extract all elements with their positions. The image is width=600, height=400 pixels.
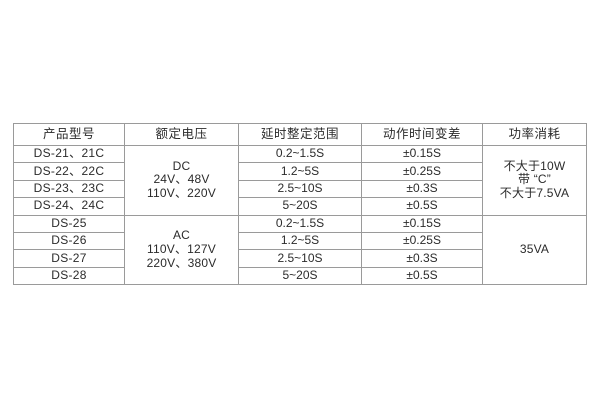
table-row: DS-28 5~20S ±0.5S <box>13 266 587 286</box>
column-header-power-consumption: 功率消耗 <box>482 123 587 146</box>
cell-delay-range: 0.2~1.5S <box>238 214 362 233</box>
column-header-time-variance: 动作时间变差 <box>361 123 483 146</box>
cell-time-variance: ±0.5S <box>361 197 483 216</box>
cell-time-variance: ±0.3S <box>361 179 483 199</box>
table-row: DS-23、23C 2.5~10S ±0.3S <box>13 179 587 199</box>
column-header-rated-voltage: 额定电压 <box>124 123 239 146</box>
table-row: DS-25 AC 110V、127V 220V、380V 0.2~1.5S ±0… <box>13 214 587 286</box>
cell-delay-range: 1.2~5S <box>238 231 362 251</box>
cell-power-consumption-ac: 35VA <box>482 214 587 286</box>
column-header-product-model: 产品型号 <box>13 123 125 146</box>
cell-time-variance: ±0.5S <box>361 266 483 286</box>
cell-delay-range: 5~20S <box>238 197 362 216</box>
cell-delay-range: 0.2~1.5S <box>238 144 362 164</box>
cell-time-variance: ±0.3S <box>361 249 483 268</box>
column-header-delay-range: 延时整定范围 <box>238 123 362 146</box>
cell-time-variance: ±0.15S <box>361 144 483 164</box>
table-row: DS-22、22C 1.2~5S ±0.25S <box>13 162 587 181</box>
cell-product-model: DS-21、21C <box>13 144 125 164</box>
cell-product-model: DS-27 <box>13 249 125 268</box>
cell-delay-range: 2.5~10S <box>238 179 362 199</box>
cell-product-model: DS-25 <box>13 214 125 233</box>
cell-rated-voltage-dc: DC 24V、48V 110V、220V <box>124 145 239 216</box>
cell-delay-range: 2.5~10S <box>238 249 362 268</box>
table-row: DS-27 2.5~10S ±0.3S <box>13 249 587 268</box>
cell-product-model: DS-23、23C <box>13 179 125 199</box>
table-body: DS-21、21C DC 24V、48V 110V、220V 0.2~1.5S … <box>13 144 587 286</box>
cell-power-consumption-dc: 不大于10W 带 “C” 不大于7.5VA <box>482 145 587 216</box>
table-header: 产品型号 额定电压 延时整定范围 动作时间变差 功率消耗 <box>13 123 587 146</box>
cell-delay-range: 5~20S <box>238 266 362 286</box>
table-row: DS-21、21C DC 24V、48V 110V、220V 0.2~1.5S … <box>13 144 587 216</box>
table-header-row: 产品型号 额定电压 延时整定范围 动作时间变差 功率消耗 <box>13 123 587 146</box>
table-row: DS-26 1.2~5S ±0.25S <box>13 231 587 251</box>
cell-time-variance: ±0.25S <box>361 231 483 251</box>
cell-product-model: DS-26 <box>13 231 125 251</box>
cell-product-model: DS-24、24C <box>13 197 125 216</box>
cell-rated-voltage-ac: AC 110V、127V 220V、380V <box>124 214 239 286</box>
cell-time-variance: ±0.25S <box>361 162 483 181</box>
cell-product-model: DS-28 <box>13 266 125 286</box>
cell-delay-range: 1.2~5S <box>238 162 362 181</box>
product-specification-table: 产品型号 额定电压 延时整定范围 动作时间变差 功率消耗 DS-21、21C D… <box>13 123 587 286</box>
cell-time-variance: ±0.15S <box>361 214 483 233</box>
cell-product-model: DS-22、22C <box>13 162 125 181</box>
